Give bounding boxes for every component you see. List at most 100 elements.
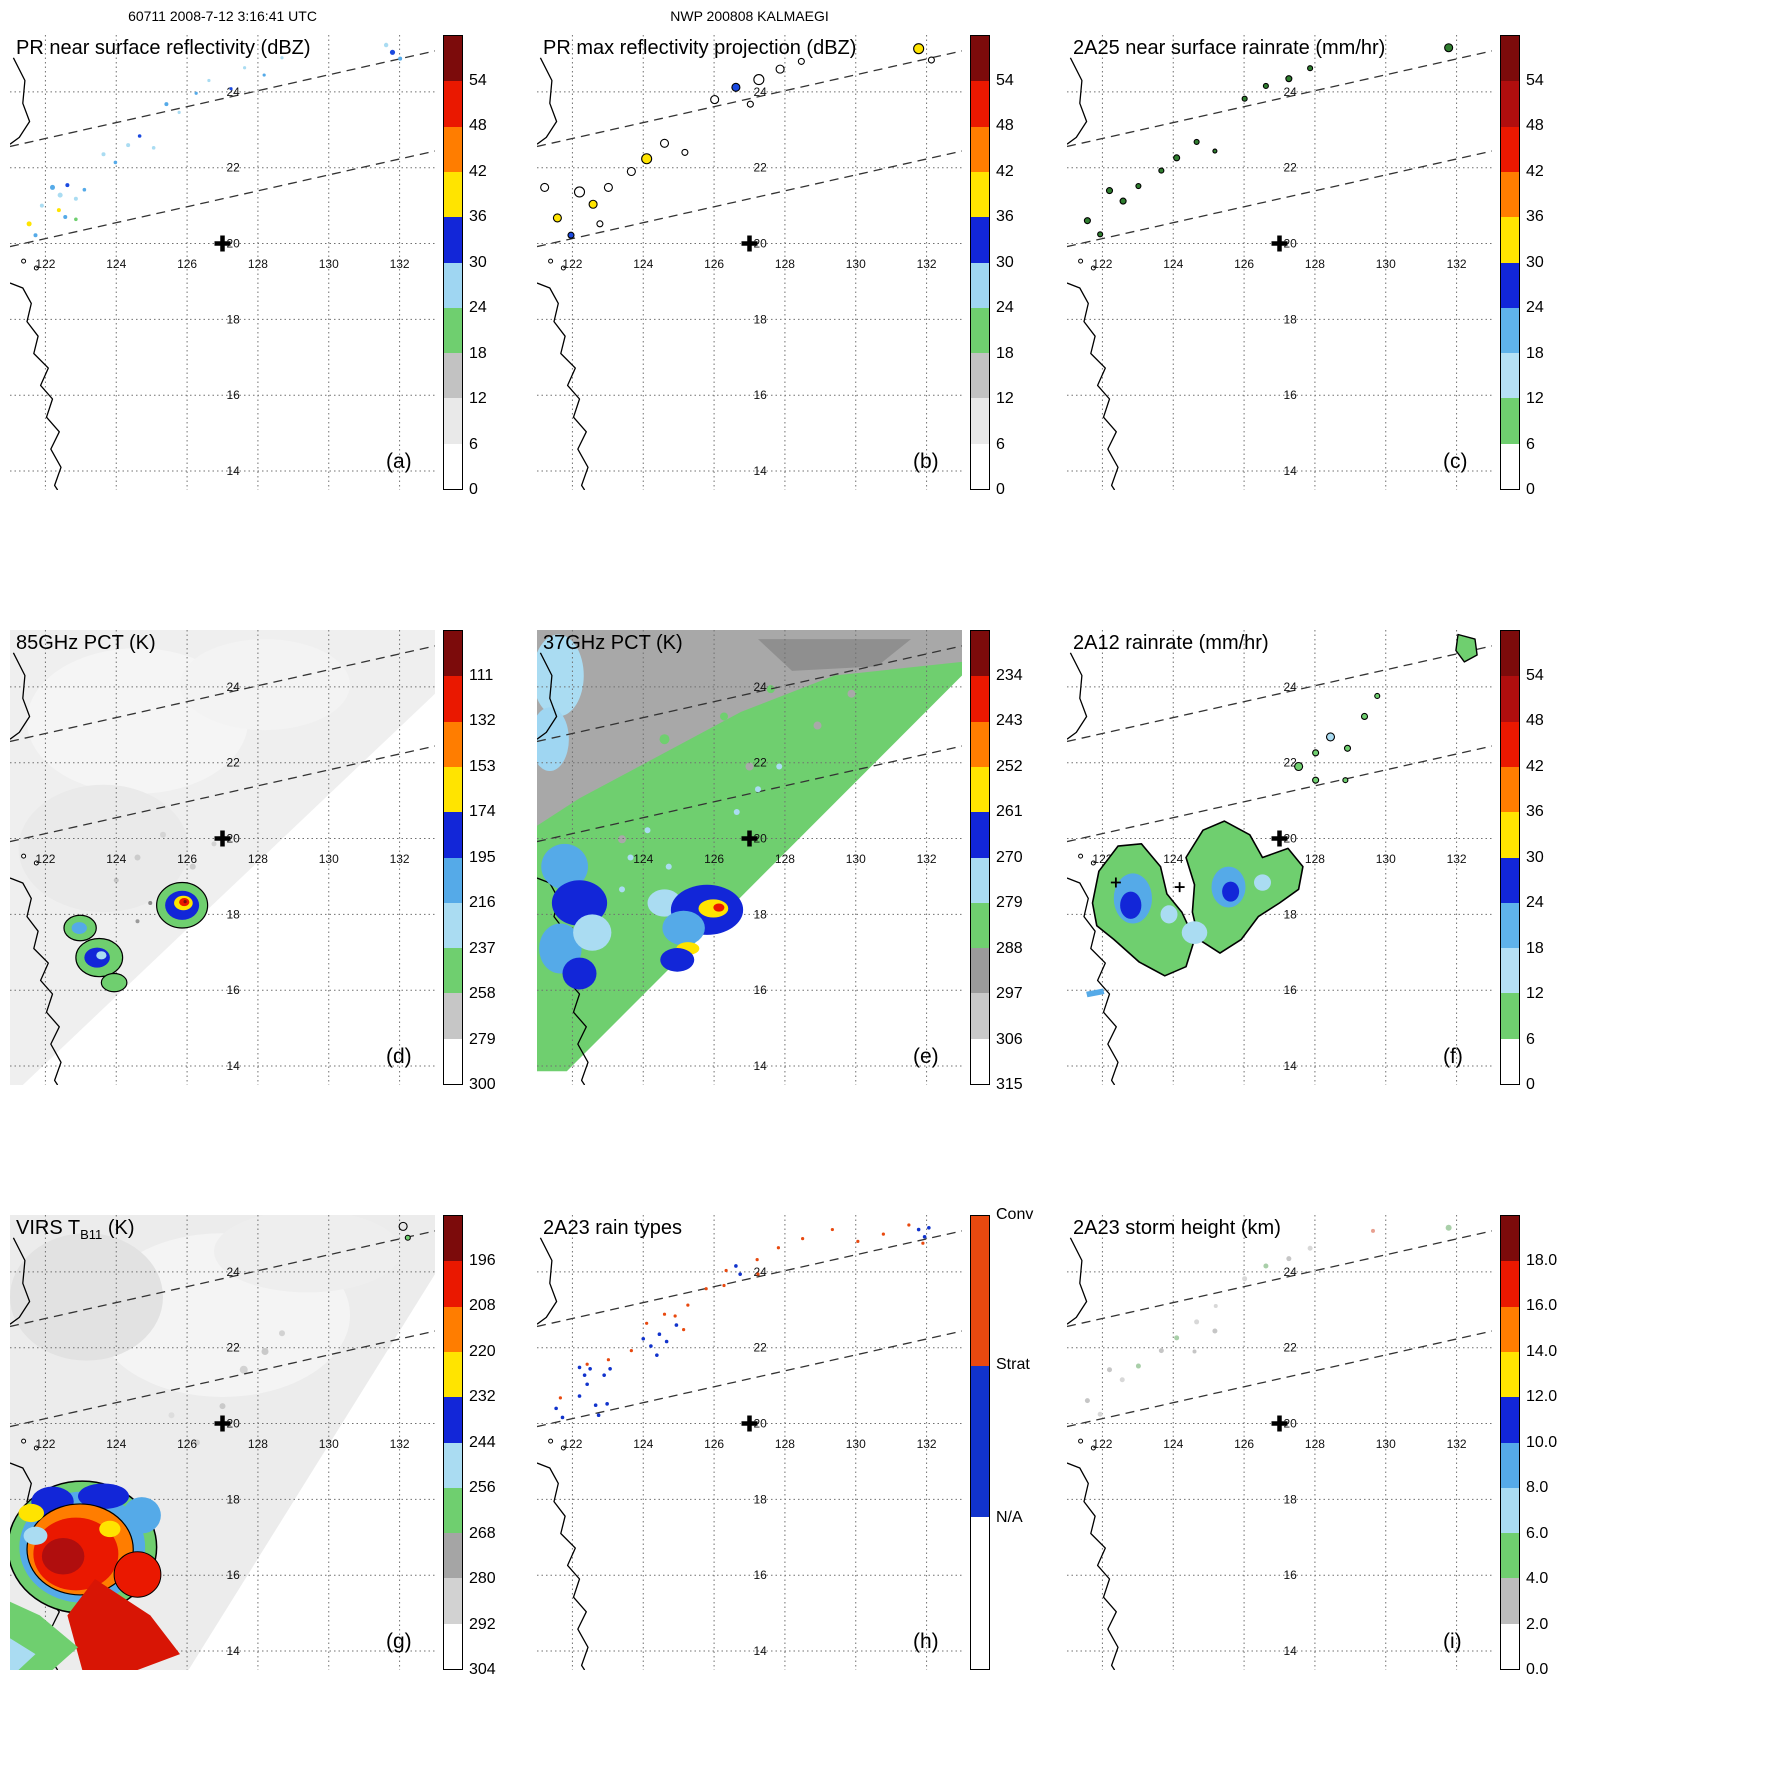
svg-text:126: 126 <box>177 257 197 271</box>
panel-a-colorbar <box>443 35 463 490</box>
colorbar-segment <box>1501 1351 1519 1398</box>
colorbar-tick-label: 0 <box>996 481 1005 498</box>
panel-i: 2A23 storm height (km) 122 124 126 128 130 13… <box>1057 1180 1579 1742</box>
colorbar-segment <box>971 36 989 82</box>
colorbar-tick-label: 24 <box>1526 299 1544 316</box>
swath-edge-lines <box>1067 645 1492 843</box>
svg-text:22: 22 <box>1283 161 1297 175</box>
colorbar-segment <box>1501 1261 1519 1307</box>
colorbar-segment <box>1501 443 1519 489</box>
colorbar-tick-label: 54 <box>1526 71 1544 89</box>
colorbar-tick-label: 256 <box>469 1479 496 1496</box>
data-features <box>1083 43 1454 238</box>
colorbar-segment <box>444 217 462 263</box>
svg-text:126: 126 <box>177 852 197 866</box>
svg-text:18: 18 <box>1283 312 1297 326</box>
panel-d-letter: (d) <box>386 1045 412 1068</box>
colorbar-tick-label: 234 <box>996 666 1023 684</box>
svg-text:16: 16 <box>226 388 240 402</box>
colorbar-tick-label: 30 <box>1526 253 1544 271</box>
svg-text:128: 128 <box>248 852 268 866</box>
svg-text:14: 14 <box>1283 1059 1297 1073</box>
svg-text:130: 130 <box>319 1437 339 1451</box>
svg-text:14: 14 <box>753 1644 767 1658</box>
data-features <box>539 763 783 990</box>
colorbar-segment <box>444 81 462 127</box>
svg-text:124: 124 <box>633 852 653 866</box>
colorbar-tick-label: 36 <box>1526 803 1544 820</box>
colorbar-segment <box>971 857 989 903</box>
colorbar-tick-label: 18.0 <box>1526 1251 1558 1269</box>
panel-b-map: 122 124 126 128 130 132 14 16 18 20 22 24 <box>537 35 962 490</box>
panel-f-title: 2A12 rainrate (mm/hr) <box>1073 632 1269 654</box>
colorbar-segment <box>971 398 989 444</box>
svg-text:130: 130 <box>1376 257 1396 271</box>
colorbar-segment <box>444 398 462 444</box>
grid-labels: 122 124 126 128 130 132 14 16 18 20 22 24 <box>35 680 410 1073</box>
colorbar-tick-label: Conv <box>996 1206 1034 1223</box>
svg-text:128: 128 <box>775 852 795 866</box>
svg-text:24: 24 <box>226 680 240 694</box>
panel-f-colorbar <box>1500 630 1520 1085</box>
colorbar-segment <box>444 1038 462 1084</box>
svg-text:24: 24 <box>226 1265 240 1279</box>
colorbar-tick-label: 24 <box>1526 894 1544 911</box>
svg-text:24: 24 <box>1283 680 1297 694</box>
colorbar-tick-label: 132 <box>469 712 496 729</box>
colorbar-segment <box>1501 307 1519 354</box>
svg-text:16: 16 <box>753 983 767 997</box>
colorbar-segment <box>971 307 989 354</box>
svg-text:130: 130 <box>846 257 866 271</box>
svg-text:124: 124 <box>1163 257 1183 271</box>
colorbar-segment <box>971 353 989 399</box>
panel-i-colorbar-ticks: 0.0 2.0 4.0 6.0 8.0 10.0 12.0 14.0 16.0 18.0 <box>1526 1215 1588 1679</box>
colorbar-segment <box>444 1351 462 1398</box>
panel-a-colorbar-ticks: 0 6 12 18 24 30 36 42 48 54 <box>469 35 531 499</box>
colorbar-segment <box>1501 217 1519 263</box>
colorbar-tick-label: 54 <box>1526 666 1544 684</box>
colorbar-segment <box>1501 262 1519 308</box>
colorbar-tick-label: 42 <box>1526 162 1544 180</box>
svg-text:24: 24 <box>1283 1265 1297 1279</box>
svg-text:124: 124 <box>633 257 653 271</box>
colorbar-segment <box>971 766 989 813</box>
panel-g-title: VIRS TB11 (K) <box>16 1217 135 1242</box>
panel-d-colorbar <box>443 630 463 1085</box>
panel-h-colorbar <box>970 1215 990 1670</box>
colorbar-tick-label: 0 <box>469 481 478 498</box>
svg-text:130: 130 <box>1376 1437 1396 1451</box>
svg-text:16: 16 <box>753 388 767 402</box>
colorbar-segment <box>1501 171 1519 218</box>
panel-d-title: 85GHz PCT (K) <box>16 632 156 654</box>
panel-b-colorbar <box>970 35 990 490</box>
colorbar-segment <box>971 1365 989 1518</box>
svg-text:20: 20 <box>226 1417 240 1431</box>
colorbar-tick-label: 279 <box>469 1030 496 1048</box>
colorbar-tick-label: 252 <box>996 757 1023 775</box>
colorbar-segment <box>971 1216 989 1366</box>
panel-h-title: 2A23 rain types <box>543 1217 682 1239</box>
svg-text:128: 128 <box>1305 257 1325 271</box>
header-overpass-info: 60711 2008-7-12 3:16:41 UTC <box>128 8 317 24</box>
svg-text:132: 132 <box>917 1437 937 1451</box>
colorbar-tick-label: 30 <box>1526 848 1544 866</box>
svg-text:18: 18 <box>226 1492 240 1506</box>
colorbar-segment <box>1501 948 1519 994</box>
colorbar-tick-label: 42 <box>1526 757 1544 775</box>
colorbar-tick-label: 18 <box>996 344 1014 362</box>
storm-center-marker <box>741 235 758 252</box>
colorbar-segment <box>971 1038 989 1084</box>
colorbar-tick-label: 0 <box>1526 481 1535 498</box>
colorbar-tick-label: 0 <box>1526 1076 1535 1093</box>
colorbar-tick-label: 12 <box>1526 390 1544 407</box>
svg-text:126: 126 <box>177 1437 197 1451</box>
panel-g-colorbar-ticks: 304 292 280 268 256 244 232 220 208 196 <box>469 1215 531 1679</box>
coastline <box>1067 1237 1119 1670</box>
panel-g: VIRS TB11 (K) 122 124 126 128 130 132 14 16 18 20… <box>0 1180 522 1742</box>
colorbar-segment <box>971 721 989 767</box>
colorbar-segment <box>444 1442 462 1488</box>
svg-text:122: 122 <box>35 1437 55 1451</box>
svg-text:122: 122 <box>1092 1437 1112 1451</box>
colorbar-tick-label: N/A <box>996 1508 1023 1526</box>
